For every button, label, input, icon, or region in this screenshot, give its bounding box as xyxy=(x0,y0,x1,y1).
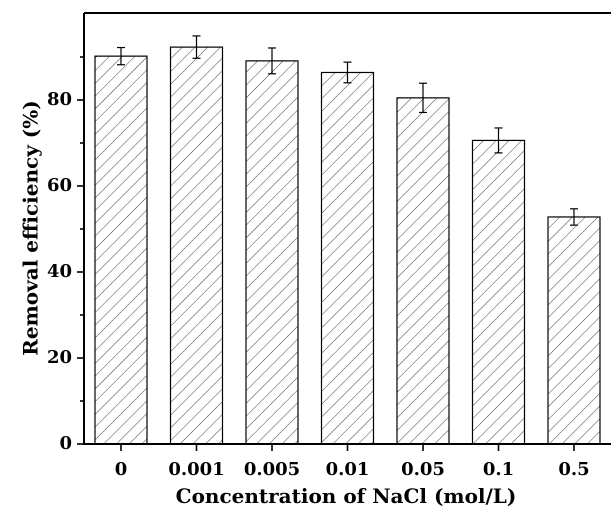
y-tick-label: 60 xyxy=(47,175,72,196)
y-tick-label: 40 xyxy=(47,261,72,282)
x-tick-label: 0.001 xyxy=(168,459,224,480)
bar-0.005 xyxy=(245,60,299,445)
bar-0.001 xyxy=(169,46,224,445)
x-ticks: 0 0.001 0.005 0.01 0.05 0.1 0.5 xyxy=(115,444,590,480)
error-bar-0.005 xyxy=(268,47,276,75)
error-bar-0.01 xyxy=(343,61,352,84)
bar-0.01 xyxy=(320,71,375,445)
x-tick-label: 0.01 xyxy=(326,459,370,480)
bar-0.1 xyxy=(471,139,526,445)
bar-0.5 xyxy=(547,216,601,445)
x-axis-title: Concentration of NaCl (mol/L) xyxy=(176,484,517,508)
x-tick-label: 0.1 xyxy=(483,459,514,480)
error-bar-0.1 xyxy=(494,127,503,154)
error-bar-0.05 xyxy=(419,82,427,114)
bar-0 xyxy=(94,55,148,445)
error-bar-0.5 xyxy=(570,208,578,226)
error-bar-0 xyxy=(117,46,125,66)
y-ticks: 0 20 40 60 80 xyxy=(47,56,84,454)
error-bars-layer xyxy=(117,35,578,226)
x-tick-label: 0.05 xyxy=(401,459,445,480)
error-bar-0.001 xyxy=(192,35,201,59)
y-tick-label: 80 xyxy=(47,89,72,110)
y-tick-label: 0 xyxy=(59,433,72,454)
bars-layer xyxy=(94,46,601,445)
x-tick-label: 0 xyxy=(115,459,128,480)
bar-0.05 xyxy=(396,97,450,445)
y-tick-label: 20 xyxy=(47,347,72,368)
x-tick-label: 0.005 xyxy=(244,459,300,480)
x-tick-label: 0.5 xyxy=(558,459,589,480)
y-axis-title: Removal efficiency (%) xyxy=(19,100,43,355)
